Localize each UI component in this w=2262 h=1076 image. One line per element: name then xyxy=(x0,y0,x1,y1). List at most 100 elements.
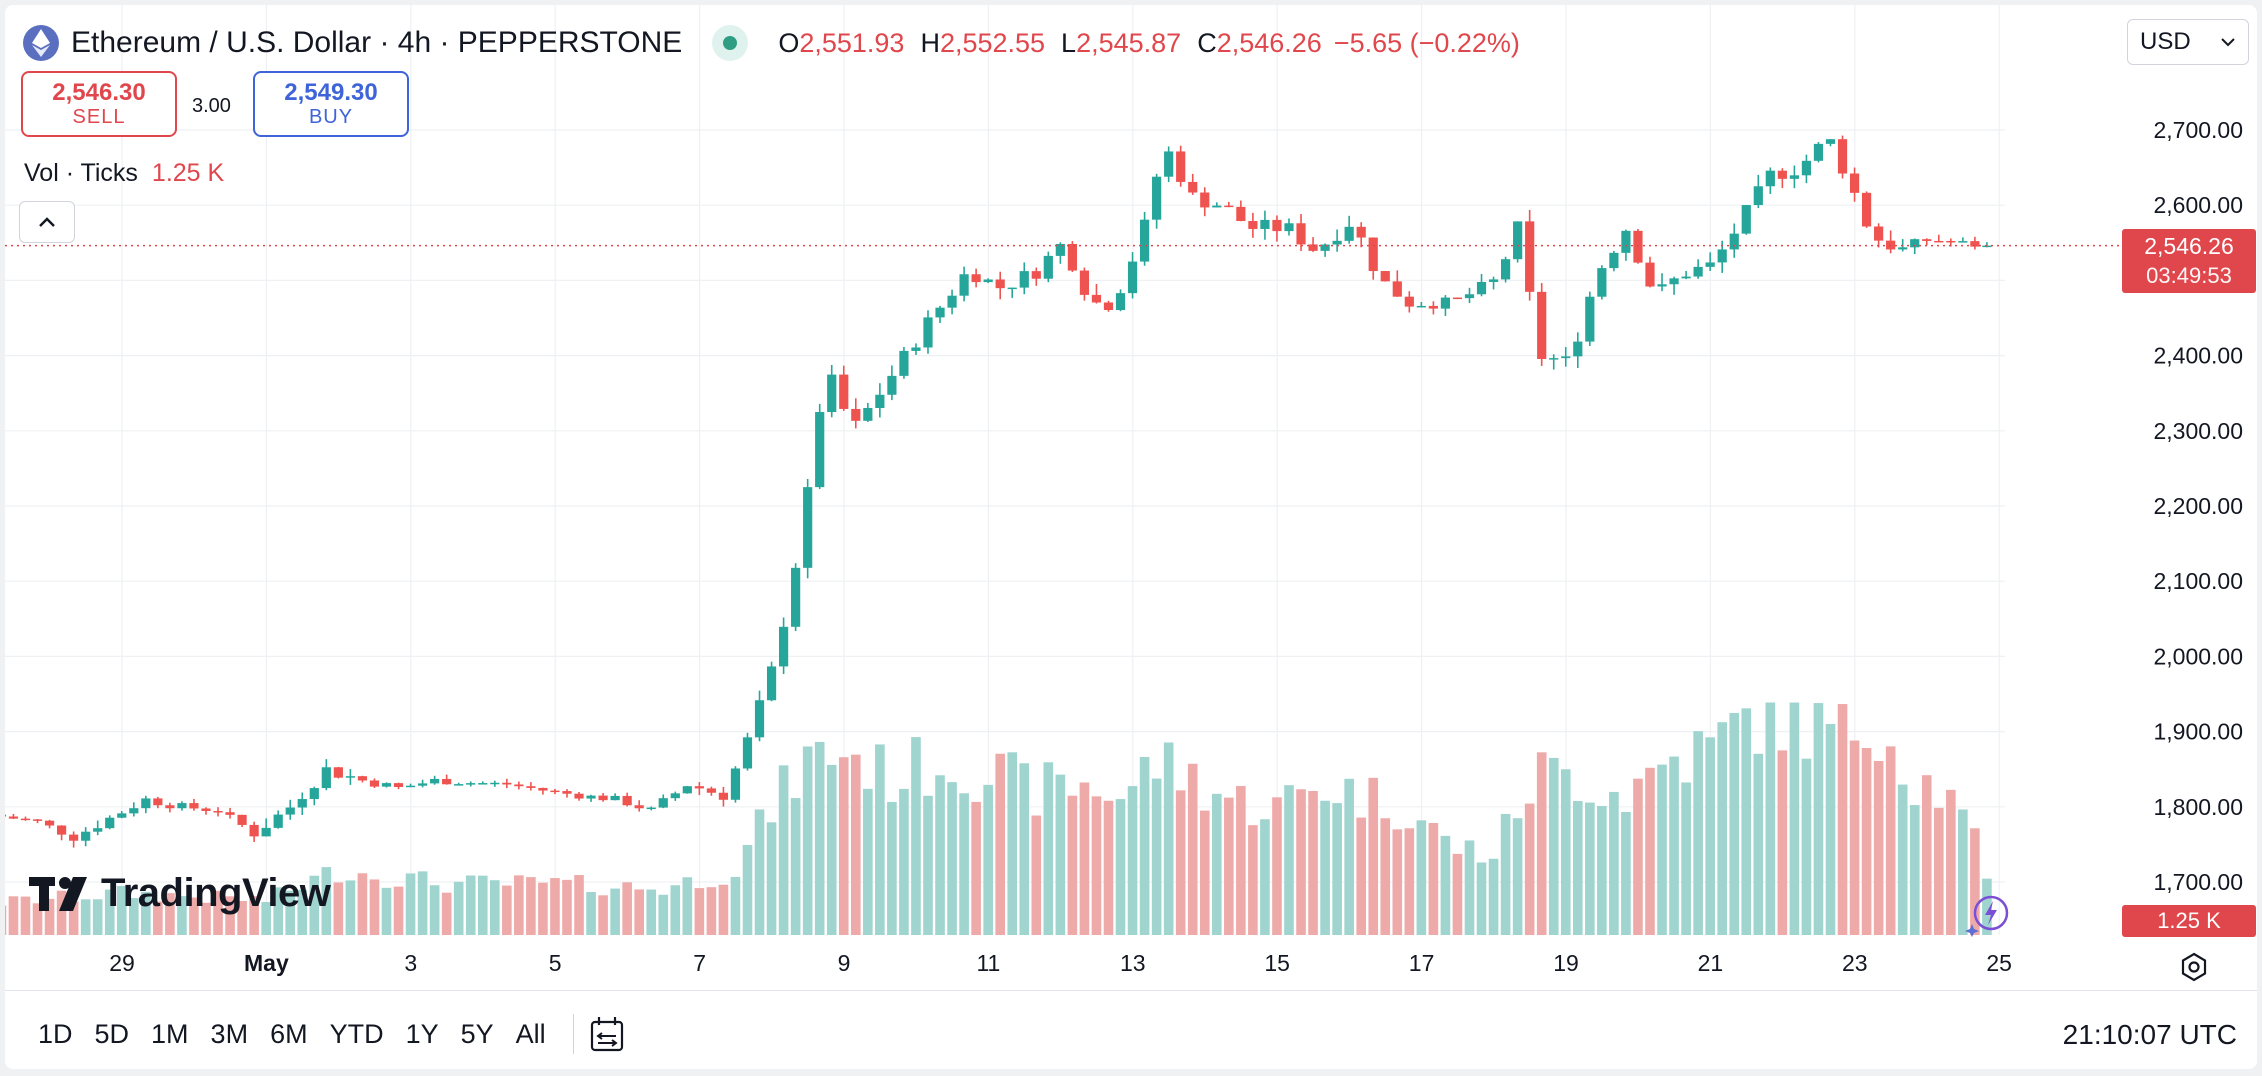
timeframe-5d[interactable]: 5D xyxy=(94,1018,130,1049)
timeframe-1y[interactable]: 1Y xyxy=(405,1018,439,1049)
volume-indicator-legend[interactable]: Vol · Ticks 1.25 K xyxy=(24,159,224,188)
volume-bar xyxy=(1597,805,1607,935)
candle-body xyxy=(899,350,909,376)
volume-bar xyxy=(766,822,777,935)
timeframe-1d[interactable]: 1D xyxy=(38,1018,73,1049)
sell-price: 2,546.30 xyxy=(52,78,146,106)
timeframe-all[interactable]: All xyxy=(515,1018,546,1049)
volume-bar xyxy=(1982,878,1992,935)
timeframe-ytd[interactable]: YTD xyxy=(329,1018,384,1049)
candle-body xyxy=(1344,226,1354,241)
volume-bar xyxy=(1163,742,1174,935)
candle-body xyxy=(345,776,355,778)
candle-body xyxy=(959,274,969,296)
market-status-badge[interactable] xyxy=(712,25,749,61)
ethereum-icon[interactable] xyxy=(23,25,59,61)
volume-bar xyxy=(1970,828,1980,935)
candle-body xyxy=(1717,249,1727,263)
currency-select[interactable]: USD xyxy=(2127,19,2249,65)
volume-bar xyxy=(1115,799,1126,935)
volume-bar xyxy=(550,878,560,935)
volume-bar xyxy=(489,880,500,935)
volume-bar xyxy=(694,888,705,935)
candle-body xyxy=(995,279,1005,289)
volume-bar xyxy=(1813,703,1824,935)
volume-bar xyxy=(417,871,428,935)
candle-body xyxy=(1946,240,1956,243)
volume-bar xyxy=(1693,731,1703,935)
candle-body xyxy=(105,817,115,829)
candle-body xyxy=(778,626,789,667)
candle-body xyxy=(1284,223,1294,232)
candle-body xyxy=(442,778,452,785)
candle-body xyxy=(1861,192,1872,227)
volume-bar xyxy=(1825,723,1836,935)
volume-bar xyxy=(670,885,681,935)
candle-body xyxy=(1825,139,1836,144)
candle-body xyxy=(1152,176,1162,220)
candle-body xyxy=(1356,226,1366,238)
volume-bar xyxy=(850,754,861,935)
volume-bar xyxy=(658,894,669,935)
candle-body xyxy=(887,375,897,395)
volume-bar xyxy=(742,845,753,935)
timeframe-3m[interactable]: 3M xyxy=(210,1018,249,1049)
candle-body xyxy=(682,786,692,794)
volume-indicator-value: 1.25 K xyxy=(151,159,225,187)
y-tick-label: 2,300.00 xyxy=(2153,418,2243,444)
volume-bar xyxy=(502,885,512,935)
symbol-title[interactable]: Ethereum / U.S. Dollar · 4h · PEPPERSTON… xyxy=(71,26,683,59)
candle-body xyxy=(1898,247,1908,250)
x-tick-label: 17 xyxy=(1409,950,1435,976)
bar-countdown: 03:49:53 xyxy=(2146,263,2232,288)
candle-body xyxy=(381,783,392,787)
volume-bar xyxy=(1572,801,1583,935)
y-tick-label: 2,200.00 xyxy=(2153,493,2243,519)
candle-body xyxy=(1500,259,1511,280)
volume-bar xyxy=(309,875,320,935)
volume-bar xyxy=(1007,752,1018,935)
candle-body xyxy=(911,347,921,351)
timeframe-6m[interactable]: 6M xyxy=(270,1018,308,1049)
chart-settings-button[interactable] xyxy=(2177,950,2211,984)
candlestick-chart[interactable]: 2,700.002,600.002,500.002,400.002,300.00… xyxy=(5,5,2257,1069)
volume-bar xyxy=(1236,785,1246,935)
candle-body xyxy=(273,814,283,828)
candle-body xyxy=(1970,241,1980,247)
volume-bar xyxy=(1753,753,1764,935)
buy-button[interactable]: 2,549.30 BUY xyxy=(253,71,409,137)
candle-body xyxy=(1272,219,1282,232)
candle-body xyxy=(514,784,524,787)
candle-body xyxy=(1164,151,1174,177)
tradingview-logo[interactable]: TradingView xyxy=(29,871,331,916)
candle-body xyxy=(1585,296,1595,342)
volume-bar xyxy=(1019,763,1030,935)
x-tick-label: 13 xyxy=(1120,950,1146,976)
timeframe-1m[interactable]: 1M xyxy=(151,1018,189,1049)
volume-bar xyxy=(1681,782,1691,935)
timeframe-5y[interactable]: 5Y xyxy=(460,1018,494,1049)
volume-bar xyxy=(1585,802,1595,935)
candle-body xyxy=(634,805,644,809)
spark-icon[interactable] xyxy=(1963,891,2009,937)
volume-bar xyxy=(1717,722,1727,935)
volume-tag: 1.25 K xyxy=(2122,905,2256,937)
candle-body xyxy=(357,776,368,781)
sell-button[interactable]: 2,546.30 SELL xyxy=(21,71,177,137)
volume-bar xyxy=(128,898,139,935)
volume-bar xyxy=(586,891,596,935)
timeframe-toolbar: 1D 5D 1M 3M 6M YTD 1Y 5Y All xyxy=(27,1014,628,1054)
date-range-button[interactable] xyxy=(588,1014,628,1054)
volume-bar xyxy=(1332,803,1342,935)
candle-body xyxy=(20,818,31,821)
utc-clock[interactable]: 21:10:07 UTC xyxy=(2062,1019,2237,1050)
calendar-range-icon xyxy=(590,1017,623,1052)
volume-bar xyxy=(1765,702,1776,935)
collapse-legend-button[interactable] xyxy=(19,201,75,243)
volume-bar xyxy=(1645,767,1655,935)
candle-body xyxy=(309,788,319,800)
candle-body xyxy=(478,783,488,785)
candle-body xyxy=(1476,281,1487,295)
volume-indicator-label: Vol · Ticks xyxy=(24,159,138,187)
chart-grid xyxy=(5,5,2005,935)
